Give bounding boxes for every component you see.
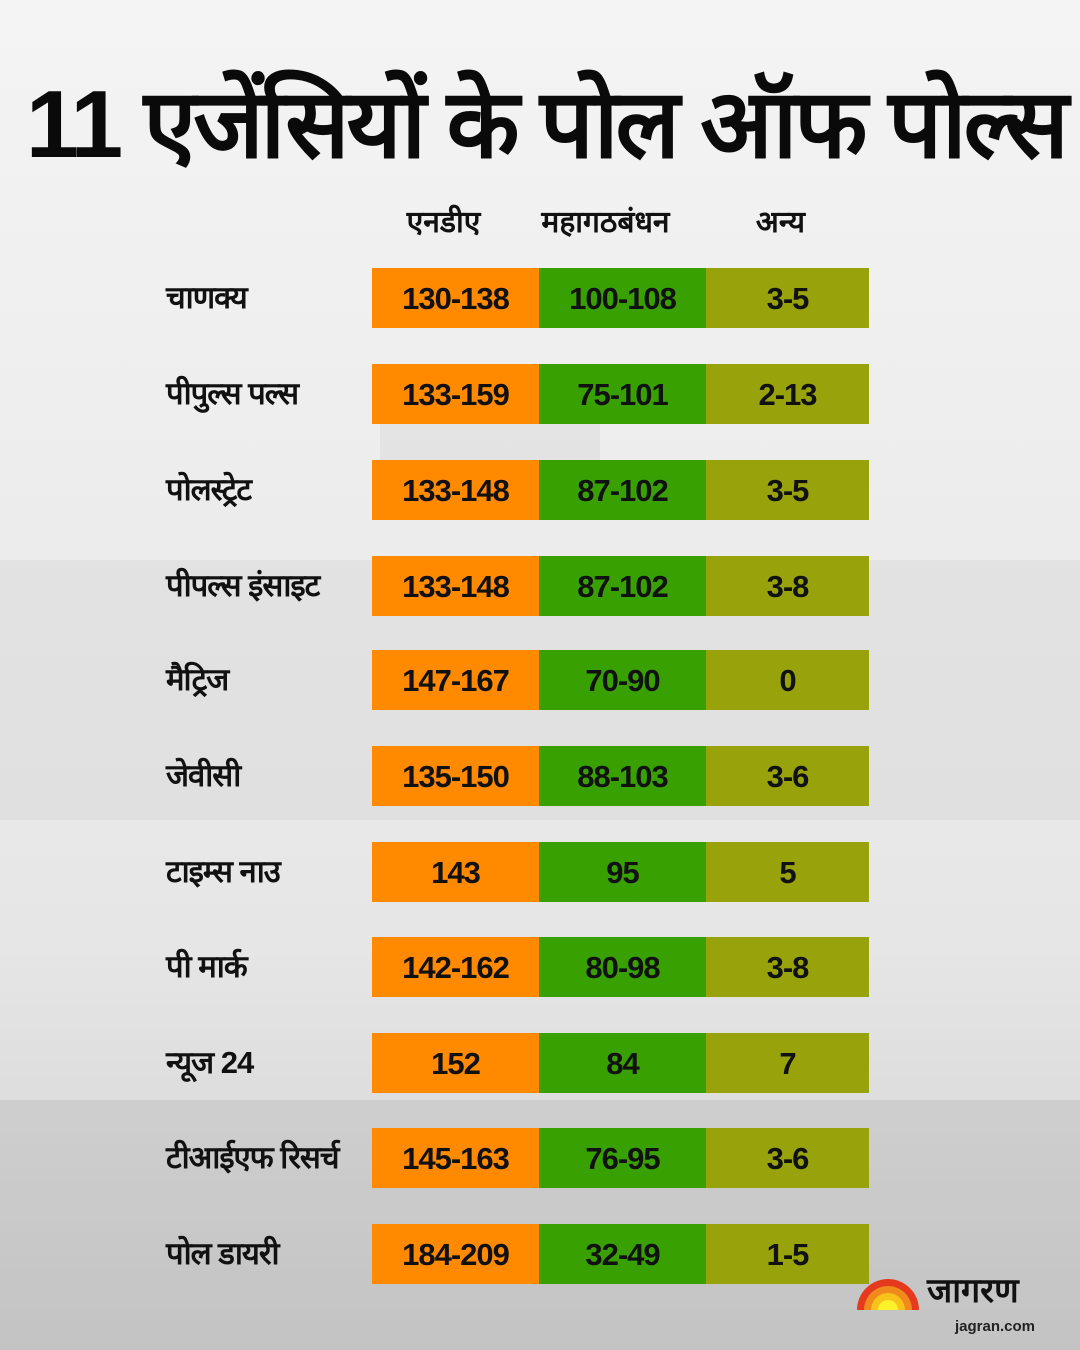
cell-nda: 147-167 <box>372 650 539 710</box>
agency-label-container: पीपल्स इंसाइट <box>166 556 366 616</box>
table-row: 152 84 7 <box>372 1033 869 1093</box>
column-header-mahagathbandhan: महागठबंधन <box>541 206 670 239</box>
cell-others: 5 <box>706 842 869 902</box>
column-header-others: अन्य <box>755 206 806 239</box>
table-row: 133-148 87-102 3-5 <box>372 460 869 520</box>
cell-nda: 145-163 <box>372 1128 539 1188</box>
agency-label: जेवीसी <box>166 758 241 793</box>
agency-label: पोलस्ट्रेट <box>166 472 252 507</box>
table-row: 147-167 70-90 0 <box>372 650 869 710</box>
logo-url: jagran.com <box>955 1318 1036 1335</box>
cell-nda: 142-162 <box>372 937 539 997</box>
column-header-nda: एनडीए <box>406 206 481 239</box>
cell-others: 3-5 <box>706 460 869 520</box>
cell-mahagathbandhan: 100-108 <box>539 268 706 328</box>
cell-others: 3-8 <box>706 556 869 616</box>
cell-others: 7 <box>706 1033 869 1093</box>
cell-nda: 184-209 <box>372 1224 539 1284</box>
cell-mahagathbandhan: 75-101 <box>539 364 706 424</box>
cell-mahagathbandhan: 70-90 <box>539 650 706 710</box>
table-row: 130-138 100-108 3-5 <box>372 268 869 328</box>
cell-nda: 133-148 <box>372 556 539 616</box>
agency-label-container: टीआईएफ रिसर्च <box>166 1128 366 1188</box>
agency-label: टाइम्स नाउ <box>166 854 281 889</box>
cell-others: 3-6 <box>706 1128 869 1188</box>
cell-mahagathbandhan: 87-102 <box>539 556 706 616</box>
agency-label-container: पोल डायरी <box>166 1224 366 1284</box>
cell-others: 3-5 <box>706 268 869 328</box>
jagran-logo: जागरण jagran.com <box>855 1272 1070 1344</box>
table-row: 133-148 87-102 3-8 <box>372 556 869 616</box>
page-title: 11 एजेंसियों के पोल ऑफ पोल्स <box>25 71 1069 178</box>
rising-sun-icon <box>857 1279 919 1310</box>
cell-others: 0 <box>706 650 869 710</box>
agency-label-container: पी मार्क <box>166 937 366 997</box>
cell-mahagathbandhan: 32-49 <box>539 1224 706 1284</box>
agency-label-container: पीपुल्स पल्स <box>166 364 366 424</box>
cell-nda: 133-148 <box>372 460 539 520</box>
table-row: 135-150 88-103 3-6 <box>372 746 869 806</box>
table-row: 184-209 32-49 1-5 <box>372 1224 869 1284</box>
agency-label-container: न्यूज 24 <box>166 1033 366 1093</box>
cell-mahagathbandhan: 87-102 <box>539 460 706 520</box>
agency-label-container: पोलस्ट्रेट <box>166 460 366 520</box>
agency-label: पोल डायरी <box>166 1236 280 1271</box>
agency-label: पी मार्क <box>166 949 248 984</box>
cell-mahagathbandhan: 84 <box>539 1033 706 1093</box>
cell-others: 3-6 <box>706 746 869 806</box>
agency-label: चाणक्य <box>166 280 248 315</box>
agency-label: मैट्रिज <box>166 662 229 697</box>
cell-mahagathbandhan: 76-95 <box>539 1128 706 1188</box>
agency-label: पीपुल्स पल्स <box>166 376 299 411</box>
cell-others: 3-8 <box>706 937 869 997</box>
cell-mahagathbandhan: 80-98 <box>539 937 706 997</box>
cell-mahagathbandhan: 95 <box>539 842 706 902</box>
table-row: 145-163 76-95 3-6 <box>372 1128 869 1188</box>
agency-label-container: चाणक्य <box>166 268 366 328</box>
agency-label: पीपल्स इंसाइट <box>166 568 320 603</box>
table-row: 143 95 5 <box>372 842 869 902</box>
agency-label-container: जेवीसी <box>166 746 366 806</box>
table-row: 142-162 80-98 3-8 <box>372 937 869 997</box>
table-row: 133-159 75-101 2-13 <box>372 364 869 424</box>
cell-nda: 135-150 <box>372 746 539 806</box>
cell-nda: 133-159 <box>372 364 539 424</box>
agency-label-container: मैट्रिज <box>166 650 366 710</box>
agency-label: न्यूज 24 <box>166 1045 254 1080</box>
agency-label: टीआईएफ रिसर्च <box>166 1140 340 1175</box>
title-container: 11 एजेंसियों के पोल ऑफ पोल्स <box>20 70 1069 185</box>
cell-others: 2-13 <box>706 364 869 424</box>
cell-nda: 152 <box>372 1033 539 1093</box>
cell-nda: 130-138 <box>372 268 539 328</box>
cell-nda: 143 <box>372 842 539 902</box>
logo-wordmark: जागरण <box>927 1272 1019 1310</box>
background-building <box>380 420 600 460</box>
cell-others: 1-5 <box>706 1224 869 1284</box>
cell-mahagathbandhan: 88-103 <box>539 746 706 806</box>
agency-label-container: टाइम्स नाउ <box>166 842 366 902</box>
